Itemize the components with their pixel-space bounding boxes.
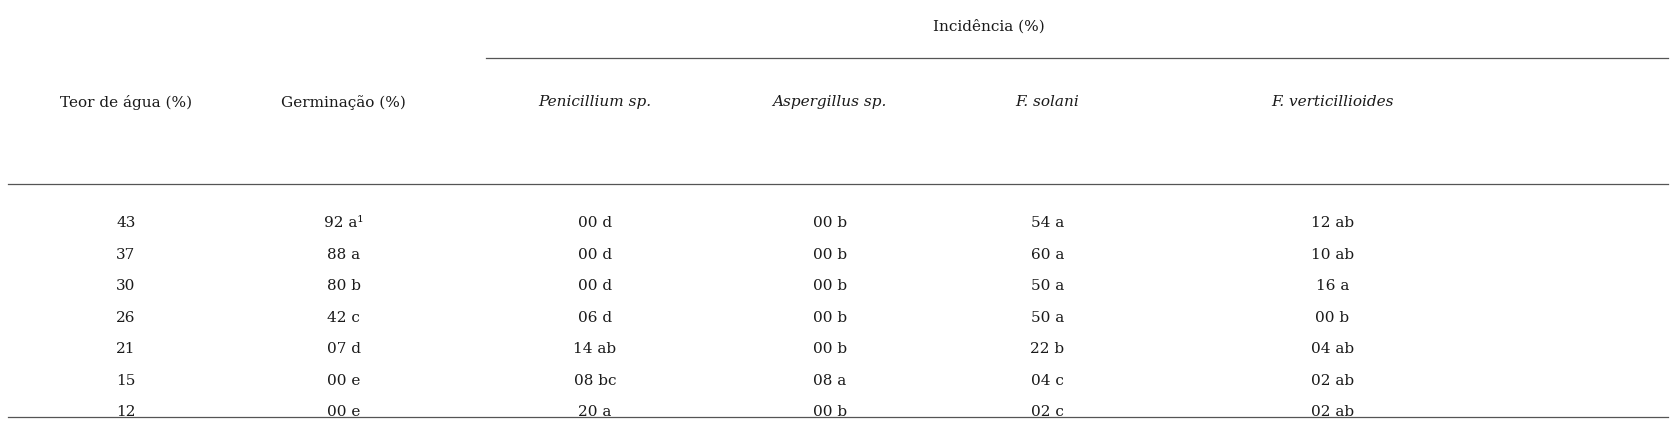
Text: 02 c: 02 c bbox=[1031, 405, 1064, 419]
Text: 37: 37 bbox=[116, 248, 136, 261]
Text: 20 a: 20 a bbox=[578, 405, 612, 419]
Text: 60 a: 60 a bbox=[1031, 248, 1064, 261]
Text: 00 b: 00 b bbox=[813, 405, 846, 419]
Text: F. solani: F. solani bbox=[1016, 95, 1079, 109]
Text: 00 b: 00 b bbox=[813, 279, 846, 293]
Text: 43: 43 bbox=[116, 216, 136, 230]
Text: 21: 21 bbox=[116, 342, 136, 356]
Text: 06 d: 06 d bbox=[578, 311, 612, 324]
Text: 50 a: 50 a bbox=[1031, 311, 1064, 324]
Text: Penicillium sp.: Penicillium sp. bbox=[538, 95, 652, 109]
Text: 22 b: 22 b bbox=[1031, 342, 1064, 356]
Text: 00 e: 00 e bbox=[327, 374, 360, 388]
Text: 08 a: 08 a bbox=[813, 374, 846, 388]
Text: Teor de água (%): Teor de água (%) bbox=[60, 95, 191, 110]
Text: 15: 15 bbox=[116, 374, 136, 388]
Text: 04 ab: 04 ab bbox=[1311, 342, 1354, 356]
Text: 88 a: 88 a bbox=[327, 248, 360, 261]
Text: Aspergillus sp.: Aspergillus sp. bbox=[773, 95, 887, 109]
Text: 02 ab: 02 ab bbox=[1311, 405, 1354, 419]
Text: 00 b: 00 b bbox=[813, 216, 846, 230]
Text: 12: 12 bbox=[116, 405, 136, 419]
Text: 26: 26 bbox=[116, 311, 136, 324]
Text: 04 c: 04 c bbox=[1031, 374, 1064, 388]
Text: Germinação (%): Germinação (%) bbox=[282, 95, 406, 110]
Text: 50 a: 50 a bbox=[1031, 279, 1064, 293]
Text: 00 e: 00 e bbox=[327, 405, 360, 419]
Text: 92 a¹: 92 a¹ bbox=[323, 216, 364, 230]
Text: 00 b: 00 b bbox=[813, 311, 846, 324]
Text: 00 b: 00 b bbox=[813, 248, 846, 261]
Text: 12 ab: 12 ab bbox=[1311, 216, 1354, 230]
Text: 07 d: 07 d bbox=[327, 342, 360, 356]
Text: 08 bc: 08 bc bbox=[573, 374, 617, 388]
Text: 00 d: 00 d bbox=[578, 248, 612, 261]
Text: 16 a: 16 a bbox=[1316, 279, 1349, 293]
Text: 00 b: 00 b bbox=[1316, 311, 1349, 324]
Text: 30: 30 bbox=[116, 279, 136, 293]
Text: 10 ab: 10 ab bbox=[1311, 248, 1354, 261]
Text: Incidência (%): Incidência (%) bbox=[934, 19, 1044, 34]
Text: 14 ab: 14 ab bbox=[573, 342, 617, 356]
Text: 54 a: 54 a bbox=[1031, 216, 1064, 230]
Text: 00 d: 00 d bbox=[578, 279, 612, 293]
Text: 42 c: 42 c bbox=[327, 311, 360, 324]
Text: F. verticillioides: F. verticillioides bbox=[1270, 95, 1394, 109]
Text: 00 b: 00 b bbox=[813, 342, 846, 356]
Text: 02 ab: 02 ab bbox=[1311, 374, 1354, 388]
Text: 80 b: 80 b bbox=[327, 279, 360, 293]
Text: 00 d: 00 d bbox=[578, 216, 612, 230]
